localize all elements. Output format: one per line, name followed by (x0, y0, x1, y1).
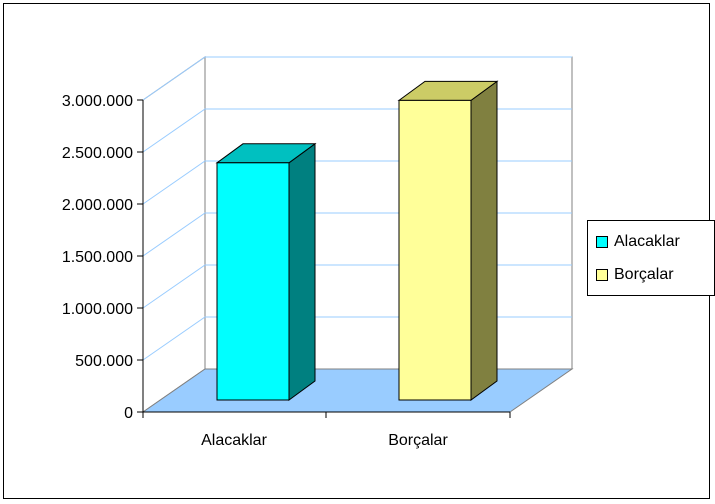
bar-side-2 (470, 80, 498, 401)
x-tick-label: Borçalar (388, 432, 448, 449)
chart-floor (141, 368, 574, 413)
legend-label-alacaklar: Alacaklar (614, 233, 680, 250)
y-tick-label: 500.000 (75, 353, 133, 370)
bar-front-2 (398, 99, 472, 401)
y-tick-label: 1.500.000 (62, 249, 133, 266)
gridline (142, 56, 572, 101)
y-tick-label: 3.000.000 (62, 93, 133, 110)
y-tick-label: 1.000.000 (62, 301, 133, 318)
legend-swatch-alacaklar (596, 236, 608, 248)
legend-label-borcalar: Borçalar (614, 266, 674, 283)
y-tick-label: 0 (124, 405, 133, 422)
bar-front-1 (216, 162, 290, 401)
y-tick-label: 2.000.000 (62, 197, 133, 214)
x-tick-label: Alacaklar (201, 432, 267, 449)
legend-swatch-borcalar (596, 269, 608, 281)
legend-item-borcalar: Borçalar (596, 266, 674, 284)
bar-side-1 (288, 142, 316, 401)
legend: Alacaklar Borçalar (587, 220, 715, 296)
legend-item-alacaklar: Alacaklar (596, 233, 680, 251)
y-tick-label: 2.500.000 (62, 145, 133, 162)
